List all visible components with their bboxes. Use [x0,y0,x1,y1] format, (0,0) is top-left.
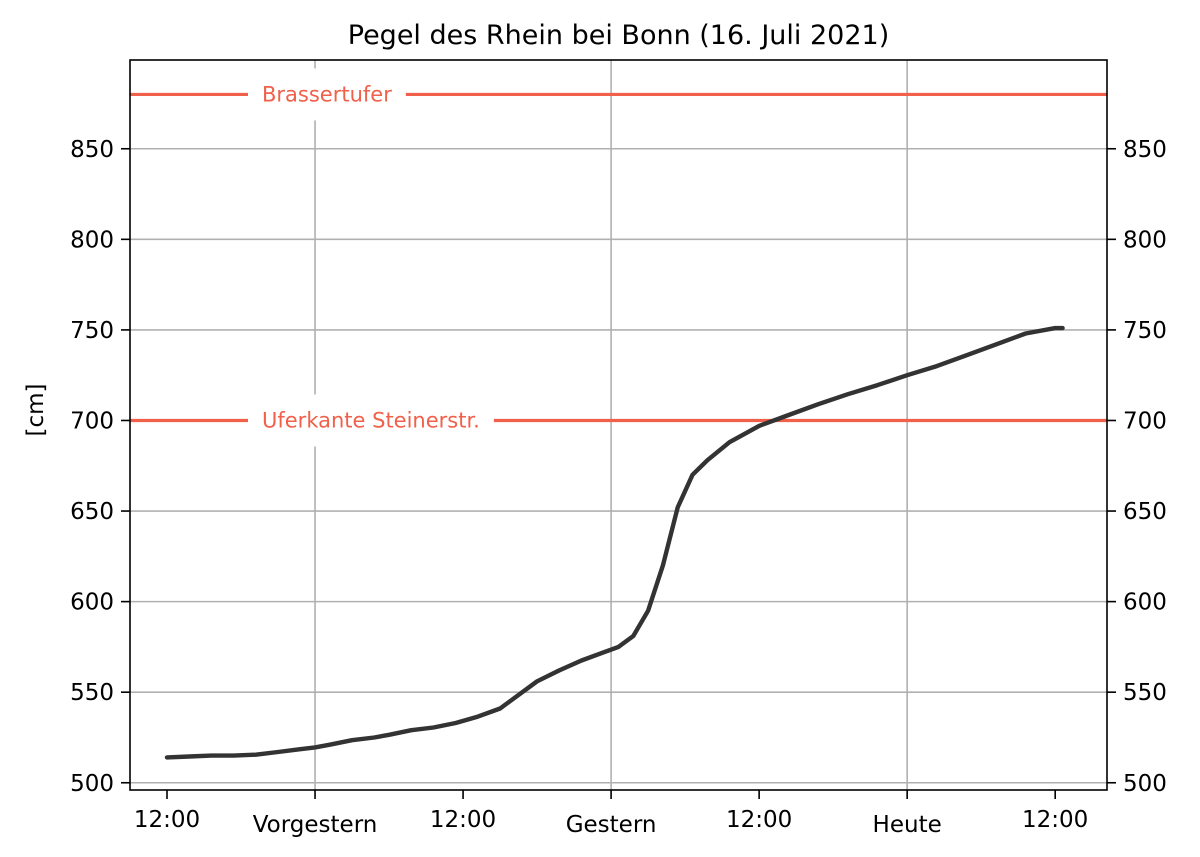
y-axis-label: [cm] [23,384,49,437]
y-tick-label-right: 500 [1123,771,1167,797]
y-tick-label-right: 550 [1123,680,1167,706]
plot-area-frame [129,59,1108,791]
y-tick-label-right: 800 [1123,227,1167,253]
reference-line-label: Brassertufer [262,82,392,106]
x-tick-label: Heute [873,812,942,838]
y-tick-label-left: 650 [70,499,114,525]
y-tick-label-right: 600 [1123,590,1167,616]
y-tick-label-right: 700 [1123,408,1167,434]
x-tick-label: 12:00 [726,807,792,833]
y-tick-label-left: 700 [70,408,114,434]
y-tick-label-right: 750 [1123,318,1167,344]
reference-line-label: Uferkante Steinerstr. [262,408,480,432]
series-line [164,325,1065,760]
reference-label-background [248,68,406,121]
x-tick-label: 12:00 [430,807,496,833]
y-tick-label-left: 850 [70,137,114,163]
series-layer [164,325,1065,760]
y-tick-label-left: 750 [70,318,114,344]
x-tick-label: Gestern [566,812,657,838]
y-tick-label-right: 850 [1123,137,1167,163]
y-tick-label-left: 550 [70,680,114,706]
y-tick-label-left: 500 [70,771,114,797]
x-tick-label: 12:00 [134,807,200,833]
y-tick-label-left: 800 [70,227,114,253]
y-tick-label-left: 600 [70,590,114,616]
axis-ticks: 500 500 550 550 600 600 650 650 700 700 750 750 800 8… [70,137,1167,838]
reference-lines: Brassertufer Uferkante Steinerstr. [130,68,1107,447]
x-tick-label: 12:00 [1022,807,1088,833]
x-tick-label: Vorgestern [253,812,378,838]
y-tick-label-right: 650 [1123,499,1167,525]
chart-title: Pegel des Rhein bei Bonn (16. Juli 2021) [348,20,890,51]
reference-label-background [248,394,494,447]
